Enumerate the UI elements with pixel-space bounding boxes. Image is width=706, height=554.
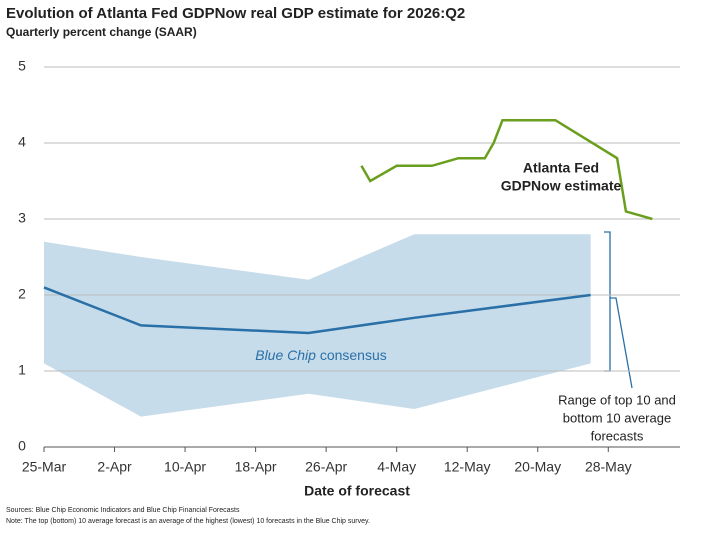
note: Note: The top (bottom) 10 average foreca…	[6, 518, 370, 525]
range-label: bottom 10 average	[563, 410, 671, 425]
range-band	[44, 234, 591, 417]
y-tick-label: 2	[18, 286, 26, 302]
y-tick-label: 5	[18, 58, 26, 74]
x-tick-label: 12-May	[444, 459, 491, 475]
x-tick-label: 26-Apr	[305, 459, 347, 475]
x-tick-label: 18-Apr	[235, 459, 277, 475]
sources: Sources: Blue Chip Economic Indicators a…	[6, 507, 240, 514]
x-tick-label: 2-Apr	[97, 459, 132, 475]
y-tick-label: 1	[18, 362, 26, 378]
range-bracket	[604, 231, 633, 389]
x-tick-label: 28-May	[585, 459, 632, 475]
series-label: Blue Chip consensus	[255, 347, 387, 363]
x-tick-label: 20-May	[514, 459, 561, 475]
series-label: Atlanta Fed	[523, 160, 599, 176]
range-label: forecasts	[591, 428, 644, 443]
series-label-italic: Blue Chip	[255, 347, 316, 363]
range-label: Range of top 10 and	[558, 392, 676, 407]
chart-title: Evolution of Atlanta Fed GDPNow real GDP…	[6, 5, 465, 22]
y-tick-label: 3	[18, 210, 26, 226]
y-tick-label: 0	[18, 438, 26, 454]
x-tick-label: 10-Apr	[164, 459, 206, 475]
series-line	[360, 118, 653, 221]
x-axis-label: Date of forecast	[304, 483, 410, 499]
series-line	[43, 286, 591, 335]
y-tick-label: 4	[18, 134, 26, 150]
x-tick-label: 4-May	[377, 459, 416, 475]
x-tick-label: 25-Mar	[22, 459, 67, 475]
series-label-rest: consensus	[316, 347, 387, 363]
series-label: GDPNow estimate	[501, 178, 622, 194]
chart-subtitle: Quarterly percent change (SAAR)	[6, 25, 197, 39]
